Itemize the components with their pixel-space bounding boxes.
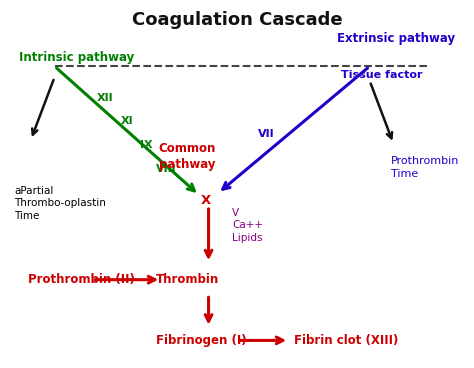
Text: Thrombin: Thrombin [155, 273, 219, 286]
Text: XI: XI [121, 116, 134, 127]
Text: IX: IX [140, 140, 153, 151]
Text: VII: VII [258, 129, 275, 139]
Text: X: X [201, 194, 211, 207]
Text: Common
pathway: Common pathway [158, 142, 216, 171]
Text: XII: XII [97, 92, 114, 103]
Text: Prothrombin (II): Prothrombin (II) [28, 273, 135, 286]
Text: Fibrinogen (I): Fibrinogen (I) [156, 334, 247, 347]
Text: Tissue factor: Tissue factor [341, 70, 423, 81]
Text: Coagulation Cascade: Coagulation Cascade [132, 11, 342, 29]
Text: VIII: VIII [156, 164, 177, 174]
Text: Intrinsic pathway: Intrinsic pathway [19, 50, 134, 64]
Text: Extrinsic pathway: Extrinsic pathway [337, 32, 455, 45]
Text: aPartial
Thrombo­oplastin
Time: aPartial Thrombo­oplastin Time [14, 186, 106, 221]
Text: Fibrin clot (XIII): Fibrin clot (XIII) [294, 334, 398, 347]
Text: V
Ca++
Lipids: V Ca++ Lipids [232, 208, 263, 243]
Text: Prothrombin
Time: Prothrombin Time [391, 156, 459, 178]
